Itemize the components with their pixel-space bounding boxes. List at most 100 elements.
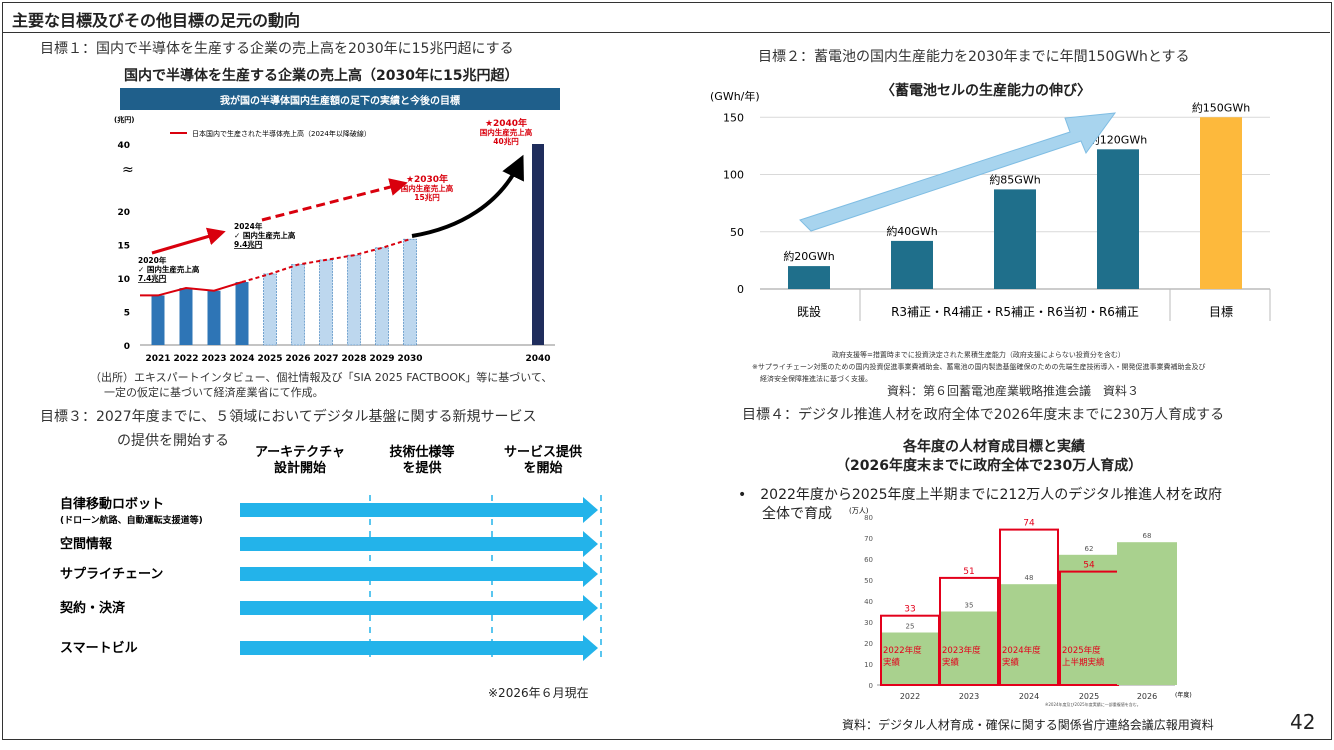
digital-bar-label-2024-1: 実績 [1002,657,1020,668]
battery-value-label-0: 約20GWh [783,249,834,263]
digital-bar-label-2022-1: 実績 [883,657,901,668]
infra-phase-0-1: 設計開始 [274,460,326,476]
digital-target-value-2023: 51 [963,567,974,577]
semi-xtick-2026: 2026 [285,354,310,364]
semi-xtick-2024: 2024 [229,354,254,364]
goal4-bullet-line2: 全体で育成 [762,506,832,522]
page-title: 主要な目標及びその他目標の足元の動向 [12,11,301,30]
battery-cat-subsidies: R3補正・R4補正・R5補正・R6当初・R6補正 [891,305,1139,319]
digital-actual-value-2025: 62 [1085,545,1094,553]
goal1-caption: 目標１：国内で半導体を生産する企業の売上高を2030年に15兆円超にする [40,41,514,57]
semi-ytick-20: 20 [117,208,130,218]
goal2-chart-title: 〈蓄電池セルの生産能力の伸び〉 [881,83,1091,99]
semi-arrow-2020-2024 [151,227,226,255]
semi-xtick-2030: 2030 [397,354,422,364]
digital-actual-bar-2022 [880,632,940,685]
battery-cat-existing: 既設 [797,304,821,319]
semi-annot-2030-1: 国内生産売上高 [401,183,454,193]
semi-xtick-2022: 2022 [173,354,198,364]
semi-xtick-2028: 2028 [341,354,366,364]
semi-annot-2030-2: 15兆円 [414,192,440,202]
semi-annot-2040-2: 40兆円 [493,136,519,146]
semi-annot-2040-1: 国内生産売上高 [480,127,533,137]
goal1-source-line2: 一定の仮定に基づいて経済産業省にて作成。 [104,386,324,399]
semi-arrow-2030-2040 [411,154,524,238]
goal1-source-line1: （出所）エキスパートインタビュー、個社情報及び「SIA 2025 FACTBOO… [90,371,553,384]
digital-bar-label-2024-0: 2024年度 [1002,645,1041,656]
semi-ytick-10: 10 [117,275,130,285]
semi-xtick-2023: 2023 [201,354,226,364]
digital-target-box-2024 [999,528,1059,686]
battery-ytick-50: 50 [730,226,744,239]
header-bar: 主要な目標及びその他目標の足元の動向 [2,2,1330,33]
semi-bar-2025 [263,273,277,346]
digital-footnote: ※2024年度及び2025年度実績に一部重複値を含む。 [1045,701,1141,707]
goal4-caption: 目標４：デジタル推進人材を政府全体で2026年度末までに230万人育成する [742,407,1225,423]
digital-ytick-40: 40 [864,598,873,606]
semi-bar-2029 [375,247,389,346]
semi-annot-2040-0: ★2040年 [485,117,527,129]
battery-bar-1 [891,240,933,289]
semi-bar-2021 [151,295,165,345]
digital-ytick-80: 80 [864,514,873,522]
goal2-note1: 政府支援等=措置時までに投資決定された累積生産能力（政府支援によらない投資分を含… [832,351,1125,359]
digital-ytick-0: 0 [869,682,873,690]
digital-actual-bar-2025 [1059,554,1119,685]
battery-value-label-2: 約85GWh [989,172,1040,186]
digital-xtick-2026: 2026 [1137,692,1157,701]
digital-bar-label-2023-1: 実績 [942,657,960,668]
battery-value-label-1: 約40GWh [886,224,937,238]
semi-line-forecast [241,238,411,283]
semi-ytick-40: 40 [117,141,130,151]
infra-arrow-4 [240,635,598,661]
semi-legend-text: 日本国内で生産された半導体売上高（2024年以降破線） [192,129,371,138]
semi-ytick-0: 0 [124,342,130,352]
digital-bar-label-2025-0: 2025年度 [1062,645,1101,656]
goal1-source: （出所）エキスパートインタビュー、個社情報及び「SIA 2025 FACTBOO… [90,370,552,400]
semi-annot-2024-0: 2024年 [234,221,263,231]
goal2-caption: 目標２：蓄電池の国内生産能力を2030年までに年間150GWhとする [758,49,1190,65]
infra-phase-0-0: アーキテクチャ [255,445,345,460]
goal3-caption-line1: 目標３：2027年度までに、５領域においてデジタル基盤に関する新規サービス [40,409,537,425]
digital-target-value-2024: 74 [1023,519,1035,529]
digital-actual-value-2024: 48 [1025,574,1034,582]
infra-domain-3: 契約・決済 [59,600,126,616]
goal2-note2: ※サプライチェーン対策のための国内投資促進事業費補助金、蓄電池の国内製造基盤確保… [752,363,1206,371]
infra-domain-0: 自律移動ロボット [60,496,164,512]
digital-target-value-2022: 33 [904,605,915,615]
semi-annot-2024-1: ✓ 国内生産売上高 [234,230,296,240]
digital-xtick-2023: 2023 [959,692,979,701]
battery-ytick-100: 100 [723,169,744,182]
goal4-bullet-line1: • 2022年度から2025年度上半期までに212万人のデジタル推進人材を政府 [738,487,1222,503]
digital-actual-value-2022: 25 [906,623,915,631]
goal4-title-line1: 各年度の人材育成目標と実績 [903,439,1085,455]
digital-ytick-50: 50 [864,577,873,585]
semi-axis-break: ≈ [122,162,134,178]
battery-value-label-3: 約120GWh [1089,132,1147,146]
goal2-note3: 経済安全保障推進法に基づく支援。 [760,375,872,383]
infra-domain-2: サプライチェーン [60,567,163,582]
battery-bar-4 [1200,117,1242,289]
goal2-source: 資料：第６回蓄電池産業戦略推進会議 資料３ [887,384,1140,398]
battery-capacity-chart: (GWh/年) 0 50 100 150 約20GWh 約40GWh 約85GWh 約120GW… [710,89,1271,321]
digital-target-value-2025: 54 [1083,561,1095,571]
infra-domain-4: スマートビル [60,640,138,656]
semi-bar-2027 [319,259,333,346]
digital-x-unit: (年度) [1175,691,1192,699]
digital-actual-bar-2024 [999,584,1059,685]
semi-unit: (兆円) [114,115,134,124]
semi-ytick-5: 5 [124,309,130,319]
digital-xtick-2024: 2024 [1019,692,1039,701]
battery-unit: (GWh/年) [710,89,760,103]
goal1-banner-text: 我が国の半導体国内生産額の足下の実績と今後の目標 [220,96,460,107]
semi-bar-2024 [235,282,249,345]
infra-arrow-0 [240,497,598,523]
infra-domain-1: 空間情報 [60,536,113,552]
digital-unit: (万人) [849,507,869,515]
digital-ytick-60: 60 [864,556,873,564]
semi-annot-2020-2: 7.4兆円 [138,273,167,283]
goal1-chart-title: 国内で半導体を生産する企業の売上高（2030年に15兆円超） [124,68,519,84]
semi-bar-2040 [532,144,544,345]
